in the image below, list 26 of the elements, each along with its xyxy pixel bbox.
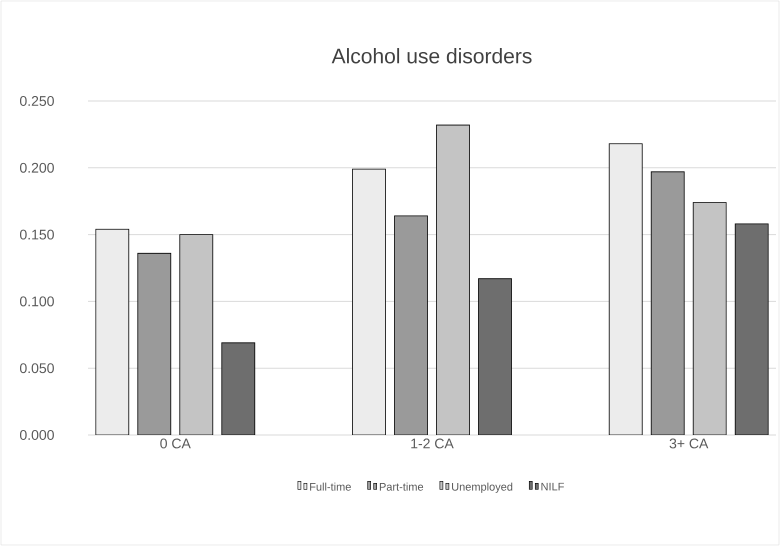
bar: [650, 171, 685, 435]
legend-label: Unemployed: [452, 482, 512, 493]
bar: [436, 124, 470, 435]
y-tick-label: 0.200: [20, 162, 54, 173]
y-tick-label: 0.000: [20, 430, 54, 440]
chart-title: Alcohol use disorders: [332, 48, 532, 64]
bar: [137, 252, 172, 435]
legend-label: Part-time: [380, 482, 424, 491]
bar: [394, 215, 428, 435]
bar: [352, 168, 386, 435]
x-tick-label: 0 CA: [160, 438, 191, 448]
bar: [734, 224, 769, 435]
x-tick-label: 1-2 CA: [411, 438, 454, 448]
bar: [692, 202, 727, 435]
y-tick-label: 0.150: [20, 230, 54, 240]
bar: [221, 342, 256, 435]
bar: [95, 228, 130, 435]
legend-label: Full-time: [310, 482, 351, 491]
y-tick-label: 0.250: [20, 96, 54, 106]
legend-label: NILF: [541, 482, 564, 490]
y-tick-label: 0.100: [20, 296, 54, 306]
bar: [478, 278, 512, 435]
y-tick-label: 0.050: [20, 363, 54, 374]
bar: [608, 143, 643, 435]
x-tick-label: 3+ CA: [670, 438, 708, 448]
bar: [179, 234, 214, 435]
